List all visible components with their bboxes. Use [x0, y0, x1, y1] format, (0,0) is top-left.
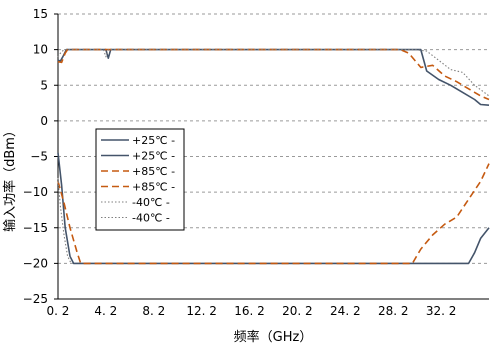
- legend-label: +25℃ -: [132, 150, 175, 163]
- legend-label: -40℃ -: [132, 212, 170, 225]
- series-line-4: [57, 163, 490, 265]
- legend-box: [95, 128, 185, 231]
- series-line-6: [57, 177, 72, 264]
- y-tick-label: −10: [23, 185, 48, 199]
- legend-label: +25℃ -: [132, 134, 175, 147]
- x-tick-label: 32. 2: [426, 304, 457, 318]
- x-tick-label: 16. 2: [234, 304, 265, 318]
- x-tick-label: 0. 2: [47, 304, 70, 318]
- y-axis-title: 输入功率（dBm）: [2, 124, 18, 232]
- y-tick-label: 5: [40, 78, 48, 92]
- series-line-1: [57, 48, 490, 106]
- y-tick-label: 0: [40, 114, 48, 128]
- y-tick-label: −15: [23, 221, 48, 235]
- x-axis-title: 频率（GHz）: [234, 329, 313, 345]
- legend-label: -40℃ -: [132, 196, 170, 209]
- y-tick-label: −5: [30, 150, 48, 164]
- series-line-5: [57, 49, 490, 97]
- x-tick-label: 28. 2: [378, 304, 409, 318]
- tick-labels: 15 10 5 0 −5 −10 −15 −20 −250. 2 4. 2 8. 2 12. 2 16.…: [23, 7, 457, 318]
- series-lines: [57, 48, 490, 265]
- x-tick-label: 20. 2: [282, 304, 313, 318]
- x-tick-label: 4. 2: [94, 304, 117, 318]
- x-tick-label: 24. 2: [330, 304, 361, 318]
- x-tick-label: 12. 2: [186, 304, 217, 318]
- series-line-3: [57, 48, 490, 101]
- y-tick-label: 15: [33, 7, 48, 21]
- x-tick-label: 8. 2: [142, 304, 165, 318]
- y-tick-label: −20: [23, 256, 48, 270]
- y-tick-label: 10: [33, 43, 48, 57]
- series-line-2: [57, 152, 490, 265]
- legend-label: +85℃ -: [132, 165, 175, 178]
- legend-label: +85℃ -: [132, 181, 175, 194]
- legend: +25℃ - +25℃ - +85℃ - +85℃ - -40℃ - -40℃ -: [95, 128, 185, 231]
- y-tick-label: −25: [23, 292, 48, 306]
